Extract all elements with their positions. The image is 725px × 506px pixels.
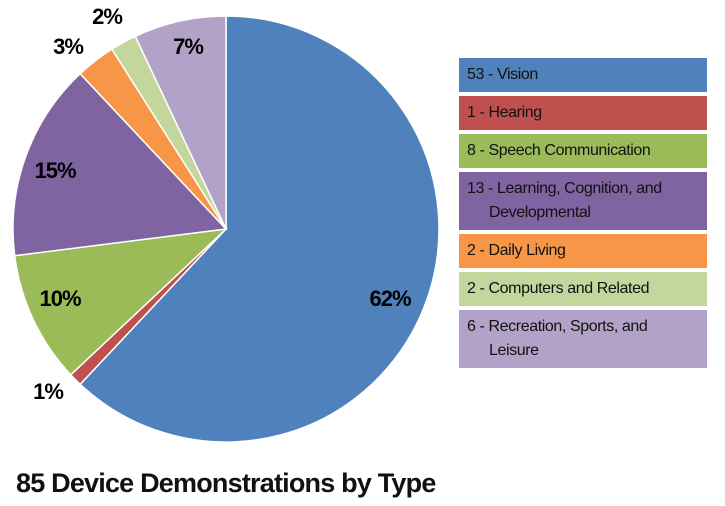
data-label: 10% (39, 286, 80, 311)
data-label: 2% (92, 4, 122, 29)
data-label: 3% (53, 34, 83, 59)
chart-title: 85 Device Demonstrations by Type (16, 468, 436, 498)
data-label: 7% (173, 34, 203, 59)
legend: 53 - Vision 1 - Hearing 8 - Speech Communi… (459, 58, 707, 372)
pie-chart: 62% 1% 10% 15% 3% 2% 7% (12, 4, 440, 443)
pie-slice (13, 227, 229, 376)
legend-entry: 8 - Speech Communication (459, 134, 707, 168)
pie-slice (12, 72, 228, 257)
data-label: 1% (33, 379, 63, 404)
legend-entry: 1 - Hearing (459, 96, 707, 130)
pie-slice (134, 15, 227, 230)
pie-slice (79, 15, 440, 443)
data-label: 62% (369, 286, 410, 311)
legend-entry: 6 - Recreation, Sports, and Leisure (459, 310, 707, 368)
legend-entry: 13 - Learning, Cognition, and Developmen… (459, 172, 707, 230)
data-label: 15% (34, 158, 75, 183)
legend-entry: 53 - Vision (459, 58, 707, 92)
legend-entry: 2 - Daily Living (459, 234, 707, 268)
legend-entry: 2 - Computers and Related (459, 272, 707, 306)
